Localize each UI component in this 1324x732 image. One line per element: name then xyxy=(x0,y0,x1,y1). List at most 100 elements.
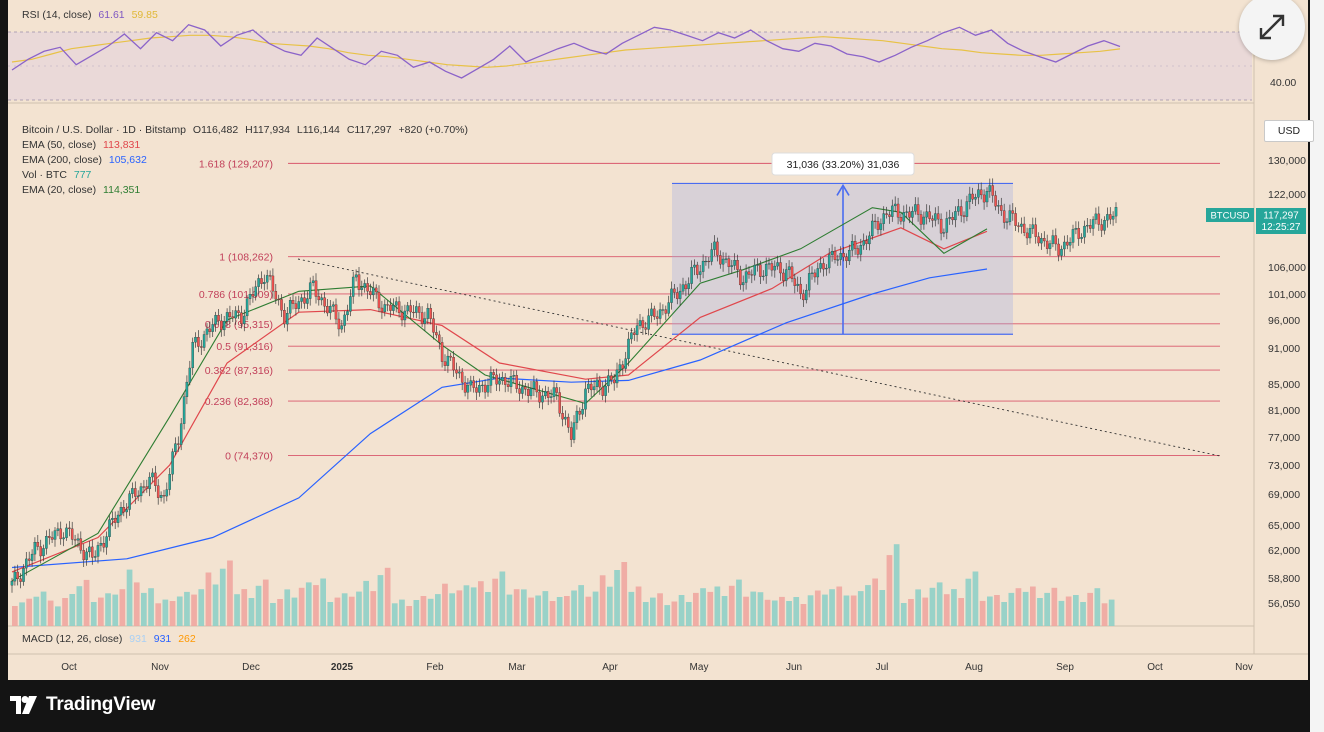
volume-bar-85 xyxy=(621,562,628,626)
candle-body-248 xyxy=(721,258,725,265)
time-tick-7: May xyxy=(690,662,709,673)
candle-body-148 xyxy=(435,332,438,336)
volume-bar-118 xyxy=(857,591,864,626)
candle-body-331 xyxy=(959,206,963,216)
volume-bar-123 xyxy=(893,544,900,626)
volume-bar-3 xyxy=(33,596,40,626)
volume-bar-6 xyxy=(55,606,61,626)
candle-body-32 xyxy=(102,543,106,548)
candle-body-247 xyxy=(719,255,722,265)
volume-bar-39 xyxy=(291,597,298,626)
candle-body-235 xyxy=(684,284,688,290)
candle-body-179 xyxy=(524,386,527,390)
candle-body-243 xyxy=(707,260,711,263)
volume-bar-98 xyxy=(714,586,721,626)
candle-body-119 xyxy=(351,276,355,297)
volume-bar-108 xyxy=(786,601,792,626)
candle-body-255 xyxy=(741,282,745,286)
candle-body-65 xyxy=(197,337,200,347)
candle-body-125 xyxy=(369,291,372,296)
candle-body-229 xyxy=(667,302,670,314)
candle-body-334 xyxy=(968,193,972,202)
candle-body-360 xyxy=(1043,238,1046,242)
volume-bar-150 xyxy=(1087,592,1093,626)
volume-bar-34 xyxy=(255,585,262,626)
candle-body-199 xyxy=(581,409,584,415)
volume-bar-152 xyxy=(1101,603,1108,626)
candle-body-54 xyxy=(165,489,169,497)
volume-bar-135 xyxy=(979,600,986,626)
candle-body-303 xyxy=(879,223,883,230)
volume-bar-75 xyxy=(549,601,556,626)
candle-body-306 xyxy=(888,214,891,217)
candle-body-138 xyxy=(406,305,409,312)
candle-body-276 xyxy=(802,293,805,301)
candle-body-57 xyxy=(174,443,177,452)
expand-button[interactable] xyxy=(1239,0,1305,60)
volume-bar-76 xyxy=(556,597,563,626)
volume-bar-140 xyxy=(1015,588,1022,626)
candle-body-287 xyxy=(833,251,837,260)
symbol-label: Bitcoin / U.S. Dollar · 1D · Bitstamp xyxy=(22,124,186,136)
macd-value-3: 262 xyxy=(178,633,196,645)
candle-body-346 xyxy=(1002,210,1006,223)
volume-bar-101 xyxy=(736,579,742,626)
candle-body-190 xyxy=(555,387,559,393)
candle-body-221 xyxy=(644,327,647,330)
tradingview-logo[interactable]: TradingView xyxy=(10,694,156,716)
candle-body-230 xyxy=(670,288,673,303)
ema200-value: 105,632 xyxy=(108,154,147,166)
volume-bar-117 xyxy=(850,595,857,626)
chart-area[interactable]: 40.00 1.618 (129,207) 1 (108,262) 0.786 (10… xyxy=(8,0,1314,680)
volume-bar-113 xyxy=(822,594,828,626)
volume-bar-72 xyxy=(528,597,534,626)
last-price-symbol: BTCUSD xyxy=(1210,211,1249,222)
candle-body-0 xyxy=(10,580,14,586)
fib-label-6: 0.236 (82,368) xyxy=(205,396,273,408)
currency-button[interactable]: USD xyxy=(1264,120,1314,142)
candle-body-117 xyxy=(346,311,349,316)
candle-body-169 xyxy=(495,374,498,385)
volume-bar-0 xyxy=(12,606,18,626)
candle-body-333 xyxy=(965,201,969,217)
rsi-label: RSI (14, close) xyxy=(22,9,92,21)
volume-label: Vol · BTC xyxy=(22,169,67,181)
measure-arrow-head xyxy=(836,183,850,196)
volume-bar-81 xyxy=(592,591,599,626)
volume-bar-127 xyxy=(922,597,929,626)
volume-bar-89 xyxy=(650,597,656,626)
candle-body-165 xyxy=(483,384,487,393)
candle-body-322 xyxy=(934,213,937,221)
candle-body-153 xyxy=(449,355,452,358)
candle-body-271 xyxy=(787,266,791,270)
candle-body-126 xyxy=(372,287,375,296)
candle-body-285 xyxy=(827,254,831,269)
candle-body-370 xyxy=(1071,229,1075,243)
candle-body-329 xyxy=(954,211,957,221)
candle-body-135 xyxy=(397,301,401,313)
volume-bar-83 xyxy=(607,586,613,626)
volume-bar-10 xyxy=(83,579,90,626)
volume-bar-153 xyxy=(1108,599,1115,626)
candle-body-244 xyxy=(710,249,713,262)
candle-body-88 xyxy=(263,282,266,284)
candle-body-134 xyxy=(394,301,398,306)
candle-body-9 xyxy=(36,542,40,547)
candle-body-84 xyxy=(251,294,255,297)
volume-bar-116 xyxy=(843,595,850,626)
volume-bar-52 xyxy=(384,567,391,626)
candle-body-288 xyxy=(836,259,840,261)
volume-bar-104 xyxy=(757,592,764,626)
candle-body-237 xyxy=(690,267,693,284)
chart-svg[interactable]: 40.00 1.618 (129,207) 1 (108,262) 0.786 (10… xyxy=(8,0,1308,680)
candle-body-35 xyxy=(111,518,114,520)
candle-body-302 xyxy=(876,221,880,230)
candle-body-8 xyxy=(33,542,37,555)
candle-body-206 xyxy=(601,386,604,396)
volume-bar-74 xyxy=(542,591,549,626)
volume-bar-131 xyxy=(951,589,957,626)
candle-body-171 xyxy=(501,377,504,381)
candle-body-29 xyxy=(93,556,97,558)
candle-body-366 xyxy=(1060,248,1063,256)
candle-body-79 xyxy=(237,310,240,313)
